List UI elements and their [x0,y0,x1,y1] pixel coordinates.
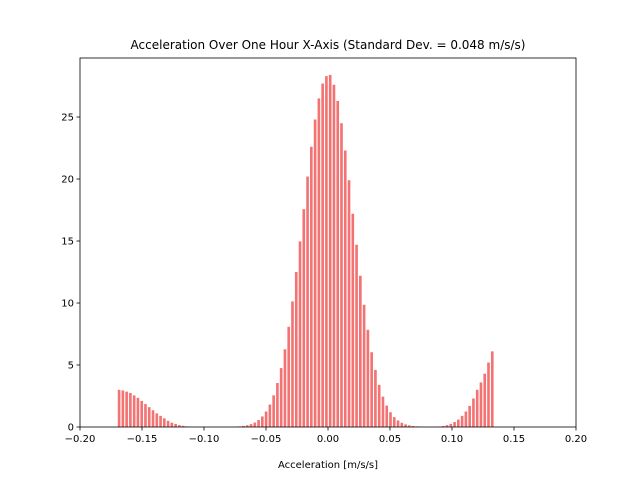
bar [362,304,366,427]
bar [317,98,321,427]
bar [163,418,166,427]
x-tick-label: −0.10 [189,434,220,445]
bar [166,420,170,427]
bar [159,415,162,427]
bar [129,392,132,427]
bar [257,420,260,427]
bar [287,326,291,427]
bar [147,407,151,427]
bar [283,349,287,427]
bar [174,423,177,427]
bar [487,362,490,427]
x-tick-label: 0.00 [317,434,339,445]
bar [355,244,358,427]
bar [178,425,181,427]
bar [449,423,453,427]
bar [347,180,351,427]
bar [475,389,479,427]
bar [294,272,298,427]
bar [396,420,400,427]
x-tick-label: −0.05 [251,434,282,445]
bar [181,425,185,427]
bar [302,209,306,427]
bar [340,123,343,427]
bar [460,415,464,427]
bar [291,301,294,427]
bar [245,425,249,427]
bar [336,100,340,427]
bar [328,74,332,427]
bar [264,411,268,427]
y-tick-label: 15 [61,237,74,248]
y-tick-label: 5 [68,361,74,372]
x-tick-label: 0.15 [503,434,525,445]
bar [400,422,404,427]
bar [381,396,385,427]
bar [155,413,159,427]
bar [472,398,475,427]
bar [121,390,125,427]
bar [325,76,328,428]
bar [332,84,336,427]
x-tick-label: −0.15 [127,434,158,445]
bar [385,405,389,427]
bar [279,368,283,427]
bar [453,422,456,427]
bar [457,419,460,427]
bar [272,395,275,427]
bar [321,83,324,428]
bar [249,424,253,427]
bar [117,389,121,427]
bar [377,384,381,427]
bar [389,412,392,427]
x-tick-label: 0.20 [565,434,587,445]
bar [310,146,313,427]
x-tick-label: 0.10 [441,434,463,445]
bar [464,411,468,427]
bar [132,395,136,427]
bar [483,373,487,427]
y-tick-label: 25 [61,113,74,124]
bar [392,417,396,427]
bar [343,150,347,427]
bar [479,382,483,427]
axes-frame [79,57,577,428]
bar [408,425,411,427]
bar [441,426,445,427]
bar [242,425,245,427]
bar [125,391,128,427]
bar [411,426,415,427]
y-tick-label: 0 [68,423,74,434]
bar [306,176,309,427]
bar [253,422,257,427]
bar [268,404,272,427]
x-tick-label: 0.05 [379,434,401,445]
bar [298,241,302,427]
bar [144,404,147,427]
bar [374,369,377,427]
x-tick-label: −0.20 [65,434,96,445]
bar [445,425,449,427]
y-tick-label: 20 [61,175,74,186]
x-axis-label: Acceleration [m/s/s] [278,460,378,471]
bar [490,351,494,427]
bar [359,275,362,427]
bar [313,119,317,427]
y-tick-label: 10 [61,299,74,310]
bar [404,424,407,427]
bar [261,416,264,427]
bar [151,410,155,427]
bar [140,400,144,427]
bar [366,329,370,427]
bar [468,405,471,427]
bar [170,422,174,427]
bar [370,352,373,427]
bar [136,397,140,427]
bar [351,213,355,427]
bar [276,382,279,427]
chart-title: Acceleration Over One Hour X-Axis (Stand… [131,38,526,52]
